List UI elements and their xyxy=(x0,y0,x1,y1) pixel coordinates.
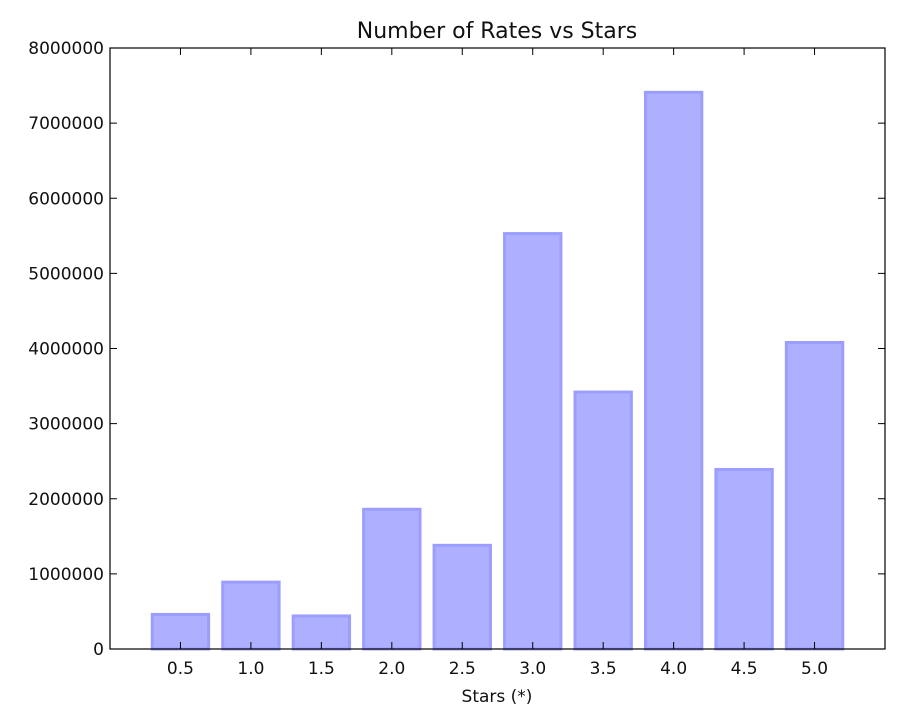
x-tick-label: 2.0 xyxy=(378,659,405,679)
bar-4.5 xyxy=(714,467,774,651)
x-tick-label: 1.5 xyxy=(308,659,335,679)
bar-3.5 xyxy=(573,390,633,651)
x-tick-label: 3.0 xyxy=(519,659,546,679)
y-tick-label: 7000000 xyxy=(28,114,104,134)
bars-group xyxy=(150,90,845,651)
bar-1.0 xyxy=(221,580,281,651)
bar-2.5 xyxy=(432,543,492,651)
y-tick-label: 2000000 xyxy=(28,490,104,510)
x-tick-label: 0.5 xyxy=(167,659,194,679)
x-tick-label: 4.5 xyxy=(731,659,758,679)
y-tick-label: 6000000 xyxy=(28,189,104,209)
bar-3.0 xyxy=(503,232,563,651)
bar-2.0 xyxy=(362,507,422,651)
x-tick-label: 3.5 xyxy=(590,659,617,679)
x-tick-label: 2.5 xyxy=(449,659,476,679)
y-tick-label: 0 xyxy=(93,640,104,660)
x-tick-label: 5.0 xyxy=(801,659,828,679)
y-axis-ticks: 0 1000000 2000000 3000000 4000000 5000000 6000… xyxy=(28,39,885,660)
y-tick-label: 3000000 xyxy=(28,415,104,435)
bar-4.0 xyxy=(643,90,704,651)
y-tick-label: 8000000 xyxy=(28,39,104,59)
plot-frame xyxy=(109,47,886,650)
x-tick-label: 4.0 xyxy=(660,659,687,679)
bar-5.0 xyxy=(784,340,845,651)
y-tick-label: 5000000 xyxy=(28,264,104,284)
chart-title: Number of Rates vs Stars xyxy=(357,19,638,44)
x-tick-label: 1.0 xyxy=(237,659,264,679)
y-tick-label: 4000000 xyxy=(28,340,104,360)
x-axis-title: Stars (*) xyxy=(462,687,533,707)
y-tick-label: 1000000 xyxy=(28,565,104,585)
x-axis-ticks: 0.5 1.0 1.5 2.0 2.5 3.0 3.5 4.0 4.5 5.0 xyxy=(167,48,828,679)
